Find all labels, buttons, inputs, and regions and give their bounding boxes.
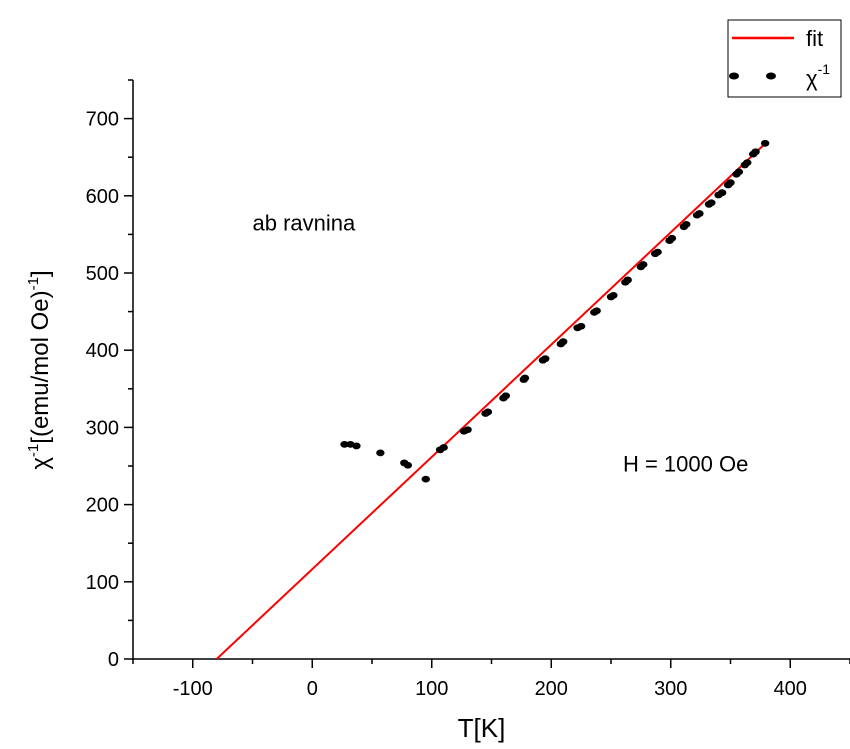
data-point [639,261,648,268]
y-axis-label-unit: [(emu/mol Oe) [27,290,54,443]
legend-fit-label: fit [806,26,823,51]
legend: fit χ-1 [727,19,842,98]
data-point [609,291,618,299]
data-point [707,199,716,207]
legend-data-label: χ-1 [806,61,830,91]
x-tick-label: 200 [535,678,568,700]
data-point [403,461,413,469]
y-tick-label: 500 [86,263,119,285]
y-axis-label-close: ] [27,270,54,277]
data-point [421,475,430,483]
y-axis-label-sup: -1 [25,444,42,457]
x-tick-label: -100 [173,678,213,700]
data-point [726,179,735,187]
legend-data-chi: χ [806,66,818,91]
legend-data-sup: -1 [818,61,831,77]
y-tick-label: 400 [86,340,119,362]
x-tick-label: 100 [415,678,448,700]
series-layer [215,139,770,660]
y-axis-label: χ-1[(emu/mol Oe)-1] [25,270,54,469]
x-axis-label: T[K] [458,713,506,743]
y-axis-label-unit-sup: -1 [25,277,42,290]
data-point [751,148,760,156]
data-point [623,276,632,284]
annotation-field: H = 1000 Oe [623,451,748,476]
y-tick-label: 700 [86,109,119,131]
y-tick-label: 600 [86,186,119,208]
data-point [734,168,744,176]
y-axis-label-chi: χ [27,457,54,470]
data-point [717,189,727,197]
data-point [695,210,704,217]
data-point [667,234,677,242]
data-point [592,307,601,315]
legend-box [727,19,842,98]
fit-line [215,141,768,660]
y-tick-label: 0 [108,649,119,671]
data-point [520,374,530,382]
data-point [559,338,568,346]
data-point [501,392,511,400]
data-point [576,322,586,330]
data-point [743,159,752,167]
data-point [376,449,385,457]
data-point [682,220,691,228]
data-point [439,444,448,451]
data-point [352,442,361,450]
data-point [463,426,472,434]
annotation-ab-ravnina: ab ravnina [253,211,357,236]
legend-data-swatch [729,72,776,80]
y-tick-label: 100 [86,572,119,594]
data-point [340,440,349,448]
x-tick-label: 400 [774,678,807,700]
y-tick-label: 300 [86,417,119,439]
y-tick-label: 200 [86,495,119,517]
x-tick-label: 0 [307,678,318,700]
x-tick-label: 300 [654,678,687,700]
data-point [760,139,770,147]
data-point [653,248,662,256]
axes: -100 0 100 200 300 400 0 100 200 300 400 500 600 700 [86,79,850,700]
data-point [541,355,550,363]
data-point [483,408,493,416]
